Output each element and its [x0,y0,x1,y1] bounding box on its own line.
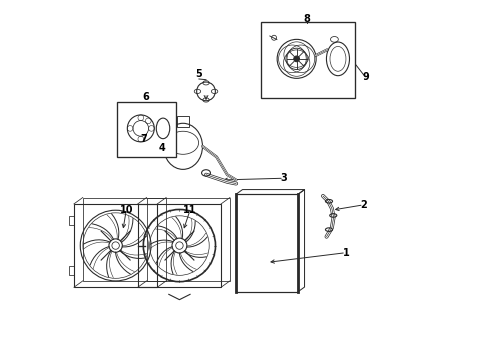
Text: 6: 6 [143,92,149,102]
Text: 2: 2 [360,200,367,210]
Text: 10: 10 [120,205,133,215]
Bar [138,204,221,287]
Text: 11: 11 [183,205,197,215]
Bar [176,116,189,127]
Circle shape [294,56,299,62]
Bar [147,198,230,281]
Text: 3: 3 [281,173,287,183]
Text: 5: 5 [196,69,202,79]
Bar [261,22,355,99]
Text: 8: 8 [304,14,311,24]
Bar [74,204,157,287]
Text: 9: 9 [362,72,369,82]
Bar [236,194,298,292]
Text: 4: 4 [158,143,165,153]
Bar [83,198,166,281]
Bar [118,102,176,157]
Bar [69,266,74,275]
Text: 7: 7 [141,134,147,144]
Text: 1: 1 [343,248,349,258]
Bar [69,216,74,225]
